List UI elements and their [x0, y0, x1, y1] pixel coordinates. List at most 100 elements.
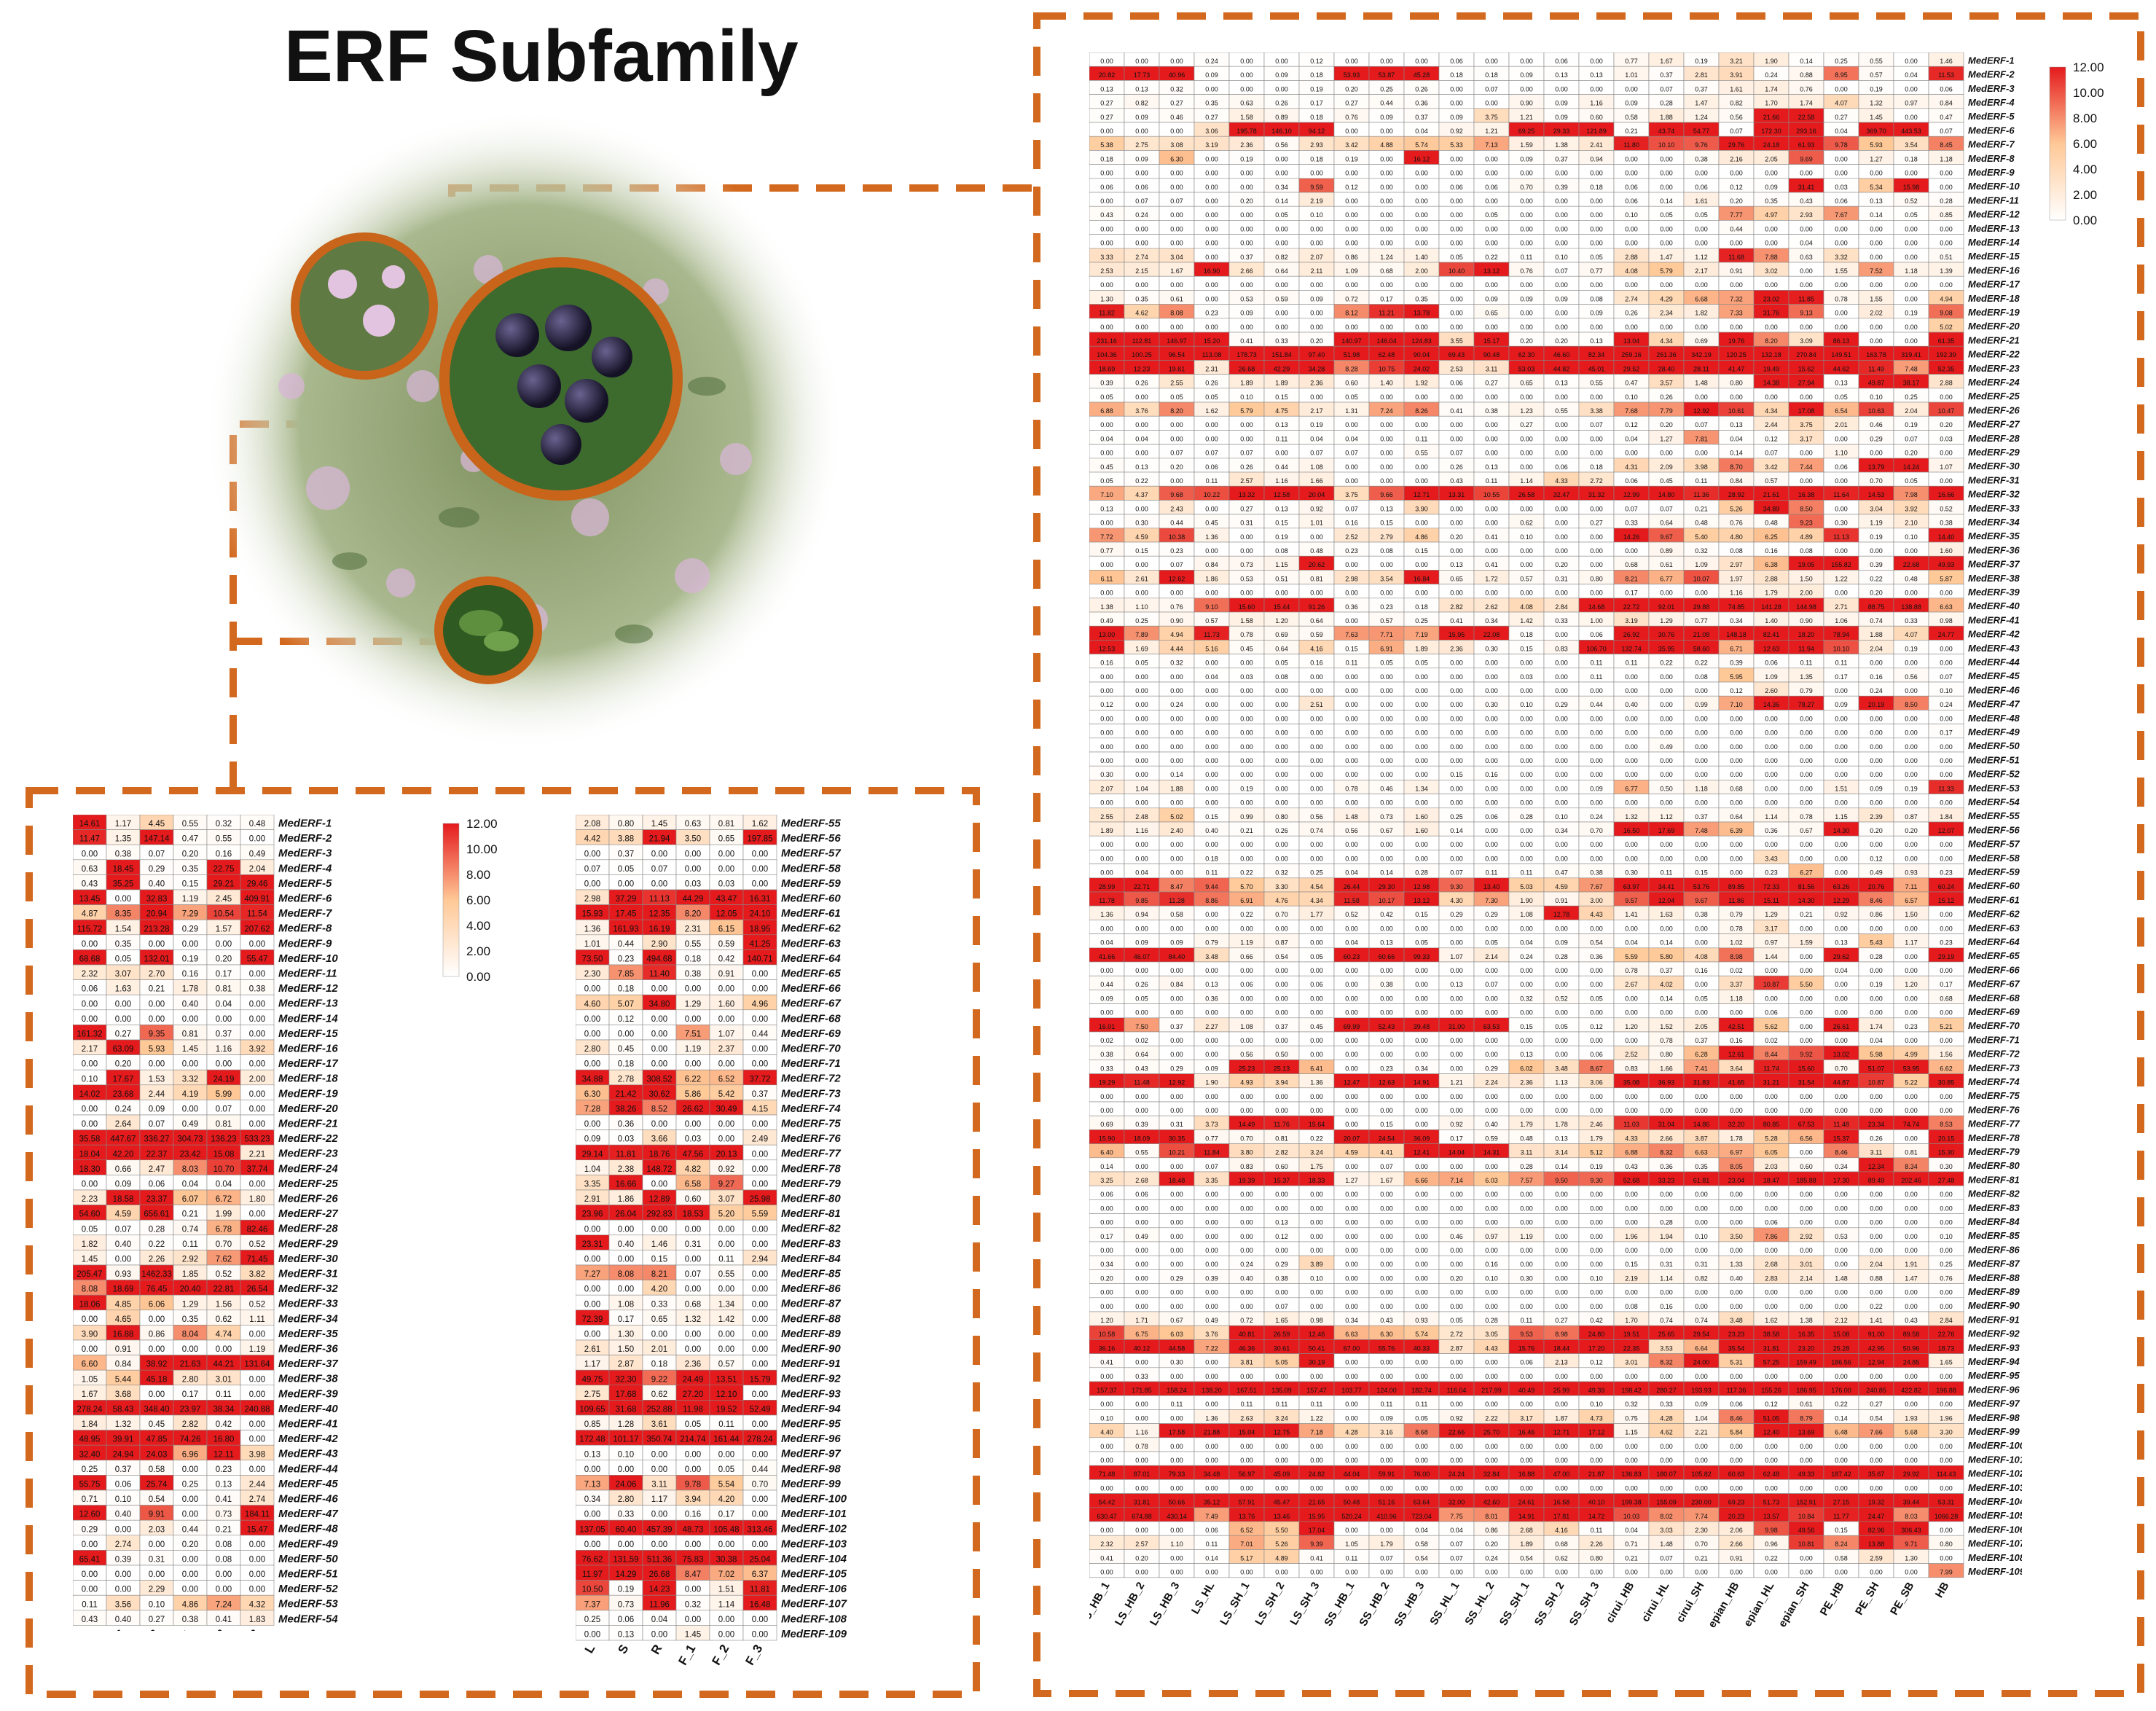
- cell-value: 2.36: [1310, 380, 1323, 387]
- cell-value: 0.00: [1170, 421, 1183, 428]
- cell-value: 0.00: [1310, 967, 1323, 974]
- cell-value: 0.11: [1521, 869, 1533, 877]
- cell-value: 1.29: [182, 1300, 198, 1309]
- cell-value: 0.00: [1625, 1009, 1638, 1017]
- cell-value: 2.40: [1170, 827, 1183, 834]
- cell-value: 1.55: [1870, 295, 1883, 302]
- cell-value: 0.00: [1170, 211, 1183, 219]
- cell-value: 0.11: [1206, 477, 1218, 485]
- cell-value: 0.00: [1590, 743, 1603, 751]
- cell-value: 68.68: [79, 955, 101, 963]
- cell-value: 161.93: [613, 925, 638, 933]
- cell-value: 0.67: [1380, 827, 1393, 834]
- cell-value: 20.40: [180, 1285, 201, 1294]
- cell-value: 0.00: [1870, 967, 1883, 974]
- cell-value: 0.00: [1555, 435, 1568, 442]
- cell-value: 0.00: [1870, 799, 1883, 807]
- cell-value: 3.38: [1590, 407, 1603, 415]
- cell-value: 11.53: [1938, 71, 1954, 79]
- cell-value: 12.11: [213, 1450, 234, 1459]
- cell-value: 3.75: [1345, 491, 1358, 498]
- row-label: MedERF-45: [1968, 670, 2020, 681]
- cell-value: 0.00: [1415, 324, 1428, 331]
- cell-value: 73.50: [582, 955, 603, 963]
- cell-value: 0.00: [1835, 1009, 1848, 1017]
- cell-value: 3.55: [1450, 337, 1463, 345]
- cell-value: 3.76: [1135, 407, 1148, 415]
- cell-value: 0.00: [1940, 170, 1953, 177]
- cell-value: 0.94: [1590, 155, 1603, 163]
- cell-value: 0.00: [1240, 421, 1253, 428]
- row-label: MedERF-6: [1968, 125, 2015, 136]
- cell-value: 0.43: [1800, 197, 1813, 205]
- cell-value: 0.05: [1170, 394, 1183, 401]
- cell-value: 29.14: [582, 1150, 603, 1159]
- cell-value: 0.00: [1450, 715, 1463, 722]
- cell-value: 0.40: [115, 1616, 131, 1624]
- cell-value: 0.00: [1870, 324, 1883, 331]
- cell-value: 0.00: [1730, 855, 1743, 862]
- row-label: MedERF-67: [1968, 979, 2020, 990]
- cell-value: 0.20: [1310, 337, 1323, 345]
- cell-value: 5.99: [216, 1090, 232, 1099]
- row-label: MedERF-90: [781, 1342, 841, 1355]
- cell-value: 0.21: [216, 1525, 232, 1534]
- cell-value: 11.54: [247, 910, 268, 919]
- leaf-icon: [434, 576, 542, 684]
- cell-value: 0.00: [1485, 729, 1498, 737]
- row-label: MedERF-102: [781, 1523, 847, 1535]
- cell-value: 3.21: [1730, 58, 1743, 65]
- cell-value: 0.13: [1275, 505, 1288, 512]
- cell-value: 0.00: [1870, 729, 1883, 737]
- cell-value: 5.59: [1625, 953, 1638, 960]
- cell-value: 3.90: [82, 1330, 98, 1339]
- cell-value: 31.32: [1588, 491, 1605, 498]
- cell-value: 0.52: [1905, 197, 1918, 205]
- row-label: MedERF-93: [781, 1387, 841, 1400]
- cell-value: 0.93: [1905, 869, 1918, 877]
- cell-value: 0.00: [1660, 225, 1673, 232]
- cell-value: 0.00: [82, 1315, 98, 1324]
- cell-value: 0.16: [216, 850, 232, 858]
- cell-value: 14.24: [1903, 463, 1920, 471]
- cell-value: 0.00: [1520, 757, 1533, 764]
- cell-value: 0.00: [149, 1060, 165, 1069]
- cell-value: 0.00: [1870, 1009, 1883, 1017]
- cell-value: 0.00: [1870, 170, 1883, 177]
- cell-value: 2.71: [1835, 603, 1848, 611]
- cell-value: 13.32: [1239, 491, 1255, 498]
- cell-value: 0.20: [216, 955, 232, 963]
- cell-value: 1.99: [216, 1210, 232, 1219]
- cell-value: 0.77: [1100, 547, 1113, 555]
- cell-value: 1.78: [182, 985, 198, 994]
- cell-value: 0.64: [1275, 267, 1288, 275]
- row-label: MedERF-28: [278, 1223, 338, 1235]
- cell-value: 0.26: [1240, 463, 1253, 471]
- cell-value: 0.20: [1905, 450, 1918, 457]
- cell-value: 14.29: [616, 1570, 637, 1579]
- cell-value: 0.25: [1835, 58, 1848, 65]
- cell-value: 0.00: [1590, 533, 1603, 541]
- cell-value: 0.00: [752, 1390, 768, 1399]
- cell-value: 0.00: [1135, 240, 1148, 247]
- cell-value: 0.09: [1205, 71, 1218, 79]
- cell-value: 0.37: [1170, 1023, 1183, 1030]
- cell-value: 0.00: [1450, 394, 1463, 401]
- cell-value: 0.04: [1100, 939, 1113, 947]
- cell-value: 0.00: [249, 1420, 265, 1429]
- cell-value: 6.63: [1940, 603, 1953, 611]
- cell-value: 60.40: [616, 1525, 637, 1534]
- cell-value: 0.05: [82, 1225, 98, 1234]
- cell-value: 0.53: [1240, 295, 1253, 302]
- cell-value: 0.27: [1590, 520, 1603, 527]
- cell-value: 25.98: [750, 1195, 771, 1204]
- cell-value: 0.03: [685, 1135, 701, 1144]
- row-label: MedERF-99: [781, 1478, 841, 1490]
- cell-value: 7.10: [1100, 491, 1113, 498]
- cell-value: 4.44: [1170, 645, 1183, 652]
- cell-value: 0.09: [1135, 114, 1148, 121]
- cell-value: 447.67: [110, 1135, 136, 1144]
- cell-value: 0.00: [82, 1015, 98, 1024]
- cell-value: 0.27: [1170, 100, 1183, 107]
- cell-value: 0.00: [182, 1586, 198, 1594]
